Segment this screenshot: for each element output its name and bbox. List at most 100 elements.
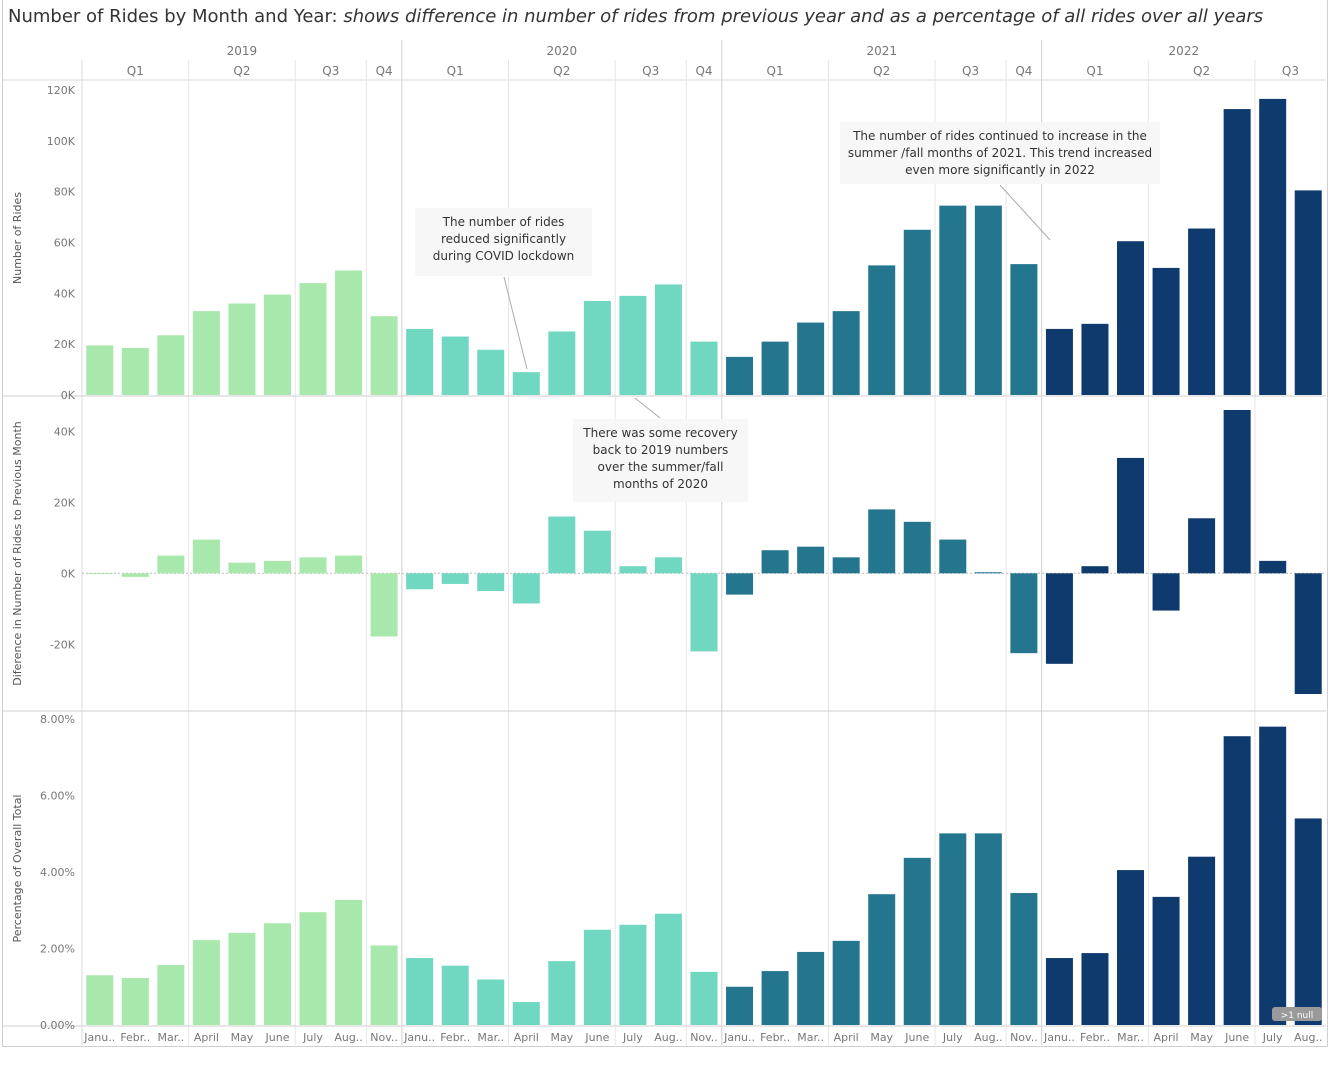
x-tick-label: June xyxy=(265,1031,290,1044)
x-tick-label: Nov.. xyxy=(1010,1031,1038,1044)
bar-panel2 xyxy=(406,573,434,590)
bar-panel1 xyxy=(797,322,825,395)
annotation-2021-2022-line: even more significantly in 2022 xyxy=(905,163,1095,177)
x-tick-label: Nov.. xyxy=(370,1031,398,1044)
bar-panel1 xyxy=(974,205,1002,395)
bar-panel2 xyxy=(832,557,860,574)
x-tick-label: Mar.. xyxy=(157,1031,184,1044)
bar-panel3 xyxy=(1045,958,1073,1025)
bar-panel2 xyxy=(1045,573,1073,664)
bar-panel1 xyxy=(690,341,718,395)
y-tick-label: 4.00% xyxy=(40,866,75,879)
bar-panel3 xyxy=(157,964,185,1025)
bar-panel3 xyxy=(690,971,718,1025)
year-header-2020: 2020 xyxy=(547,44,578,58)
quarter-header-2021-Q4: Q4 xyxy=(1015,64,1032,78)
bar-panel3 xyxy=(1223,736,1251,1025)
chart-title: Number of Rides by Month and Year: shows… xyxy=(8,6,1328,32)
bar-panel3 xyxy=(974,833,1002,1025)
bar-panel3 xyxy=(1117,870,1145,1025)
annotation-recovery-line: over the summer/fall xyxy=(598,460,724,474)
y-tick-label: 6.00% xyxy=(40,790,75,803)
bar-panel2 xyxy=(619,566,647,574)
annotation-covid-line: during COVID lockdown xyxy=(433,249,575,263)
bar-panel3 xyxy=(903,857,931,1025)
x-tick-label: Aug.. xyxy=(654,1031,682,1044)
bar-panel1 xyxy=(583,300,611,395)
bar-panel2 xyxy=(761,550,789,574)
y-tick-label: 80K xyxy=(54,186,76,199)
bar-panel2 xyxy=(1010,573,1038,654)
bar-panel3 xyxy=(1294,818,1322,1025)
bar-panel3 xyxy=(654,913,682,1025)
bar-panel2 xyxy=(1294,573,1322,694)
null-badge: >1 null xyxy=(1281,1011,1314,1021)
bar-panel2 xyxy=(228,562,256,574)
bar-panel3 xyxy=(832,940,860,1025)
quarter-header-2021-Q3: Q3 xyxy=(962,64,979,78)
quarter-header-2021-Q2: Q2 xyxy=(873,64,890,78)
bar-panel2 xyxy=(868,509,896,574)
x-tick-label: Aug.. xyxy=(974,1031,1002,1044)
annotation-recovery-line: There was some recovery xyxy=(582,426,737,440)
chart-title-main: Number of Rides by Month and Year: xyxy=(8,6,338,27)
bar-panel3 xyxy=(548,961,576,1025)
x-tick-label: Aug.. xyxy=(1294,1031,1322,1044)
bar-panel1 xyxy=(228,303,256,395)
bar-panel3 xyxy=(86,975,114,1025)
bar-panel3 xyxy=(406,958,434,1025)
bar-panel3 xyxy=(797,951,825,1025)
null-badge-bg xyxy=(1272,1007,1322,1021)
bar-panel3 xyxy=(761,971,789,1025)
x-tick-label: May xyxy=(870,1031,893,1044)
bar-panel1 xyxy=(441,336,469,395)
annotation-covid-line: reduced significantly xyxy=(441,232,566,246)
bar-panel1 xyxy=(157,335,185,395)
bar-panel1 xyxy=(1117,241,1145,395)
x-tick-label: Janu.. xyxy=(403,1031,435,1044)
annotation-leader xyxy=(503,276,528,370)
bar-panel2 xyxy=(797,546,825,574)
y-tick-label: 8.00% xyxy=(40,713,75,726)
bar-panel1 xyxy=(939,205,967,395)
quarter-header-2020-Q2: Q2 xyxy=(553,64,570,78)
y-tick-label: 0K xyxy=(61,567,76,580)
year-header-2019: 2019 xyxy=(227,44,258,58)
x-tick-label: May xyxy=(1190,1031,1213,1044)
bar-panel3 xyxy=(868,894,896,1025)
y-tick-label: 2.00% xyxy=(40,943,75,956)
y-axis-label-3: Percentage of Overall Total xyxy=(11,795,24,943)
bar-panel3 xyxy=(1259,726,1287,1025)
bar-panel2 xyxy=(370,573,398,637)
y-axis-label-2: Diference in Number of Rides to Previous… xyxy=(11,421,24,686)
bar-panel1 xyxy=(335,270,363,395)
bar-panel2 xyxy=(335,555,363,574)
bar-panel1 xyxy=(1045,328,1073,395)
x-tick-label: May xyxy=(231,1031,254,1044)
annotation-leader xyxy=(634,397,661,419)
bar-panel1 xyxy=(477,349,505,395)
bar-panel2 xyxy=(477,573,505,592)
quarter-header-2019-Q3: Q3 xyxy=(322,64,339,78)
bar-panel1 xyxy=(654,284,682,395)
bar-panel2 xyxy=(263,560,291,574)
x-tick-label: July xyxy=(1262,1031,1283,1044)
bar-panel3 xyxy=(939,833,967,1025)
quarter-header-2022-Q2: Q2 xyxy=(1193,64,1210,78)
bar-panel1 xyxy=(903,229,931,395)
bar-panel2 xyxy=(654,557,682,574)
bar-panel2 xyxy=(726,573,754,595)
y-tick-label: 20K xyxy=(54,338,76,351)
quarter-header-2020-Q3: Q3 xyxy=(642,64,659,78)
bar-panel2 xyxy=(939,539,967,574)
x-tick-label: July xyxy=(302,1031,323,1044)
bar-panel2 xyxy=(441,573,469,584)
y-tick-label: -20K xyxy=(50,638,76,651)
bar-panel2 xyxy=(903,521,931,574)
bar-panel1 xyxy=(761,341,789,395)
bar-panel1 xyxy=(1152,267,1180,395)
y-tick-label: 100K xyxy=(47,135,76,148)
x-tick-label: April xyxy=(514,1031,539,1044)
bar-panel1 xyxy=(86,345,114,395)
